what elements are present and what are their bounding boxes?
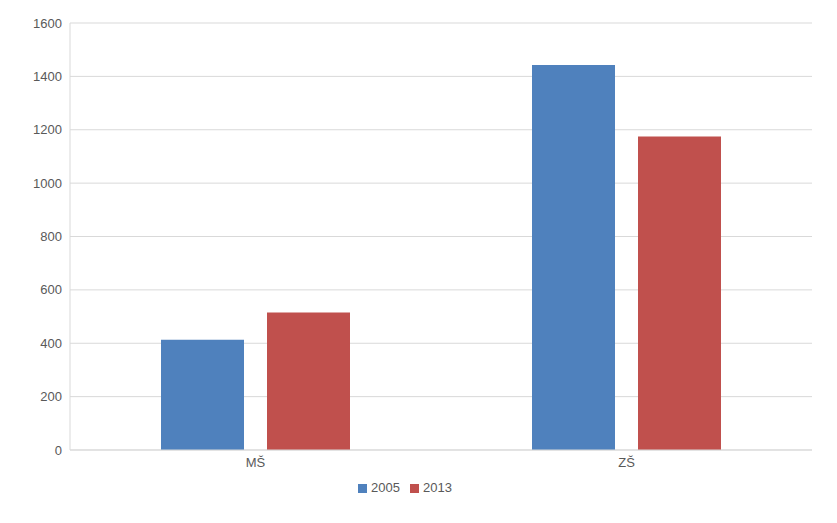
svg-text:600: 600 [40,282,62,297]
svg-text:800: 800 [40,229,62,244]
svg-text:400: 400 [40,336,62,351]
svg-text:MŠ: MŠ [246,455,266,470]
svg-text:ZŠ: ZŠ [618,455,635,470]
svg-text:200: 200 [40,389,62,404]
svg-text:1200: 1200 [33,122,62,137]
svg-text:0: 0 [55,443,62,458]
svg-text:1600: 1600 [33,16,62,31]
svg-text:1400: 1400 [33,69,62,84]
svg-text:1000: 1000 [33,176,62,191]
html-text:2005: 2005 [371,480,400,495]
html-text:2013: 2013 [423,480,452,495]
